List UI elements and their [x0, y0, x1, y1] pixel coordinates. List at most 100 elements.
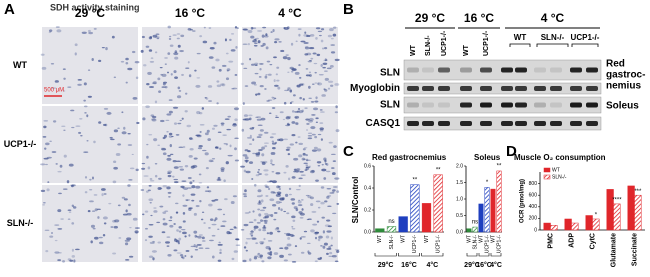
stain-fiber: [117, 143, 122, 146]
blot-band: [515, 86, 527, 91]
stain-fiber: [217, 228, 220, 230]
stain-fiber: [154, 51, 158, 54]
blot-band: [480, 86, 492, 91]
stain-fiber: [283, 210, 287, 213]
stain-fiber: [307, 195, 312, 199]
stain-fiber: [291, 260, 297, 263]
stain-fiber: [131, 153, 134, 156]
stain-fiber: [173, 166, 179, 169]
stain-fiber: [157, 241, 162, 244]
lane-label: UCP1-/-: [571, 33, 600, 42]
lane-bracket: [571, 43, 599, 47]
stain-fiber: [243, 223, 249, 227]
stain-fiber: [202, 40, 208, 44]
bar: [592, 218, 600, 231]
stain-fiber: [327, 225, 332, 228]
stain-fiber: [162, 184, 167, 188]
stain-fiber: [315, 96, 318, 100]
stain-fiber: [149, 241, 155, 245]
stain-fiber: [169, 224, 174, 228]
stain-fiber: [70, 109, 75, 112]
stain-fiber: [175, 211, 179, 214]
stain-fiber: [170, 73, 173, 76]
stain-fiber: [205, 97, 209, 100]
group-label: 29°C: [464, 261, 480, 269]
stain-fiber: [121, 196, 126, 199]
stain-fiber: [292, 219, 296, 222]
stain-fiber: [112, 180, 117, 184]
stain-fiber: [190, 193, 196, 196]
stain-fiber: [214, 146, 219, 149]
stain-fiber: [316, 53, 321, 57]
stain-fiber: [181, 228, 186, 231]
stain-fiber: [152, 257, 155, 261]
stain-fiber: [175, 240, 180, 243]
stain-fiber: [80, 135, 83, 137]
stain-fiber: [317, 257, 322, 260]
stain-fiber: [257, 253, 261, 256]
stain-fiber: [261, 146, 265, 150]
stain-fiber: [283, 138, 288, 141]
stain-fiber: [71, 204, 75, 207]
stain-fiber: [251, 177, 254, 181]
stain-fiber: [175, 202, 179, 205]
x-tick-label: CytC: [589, 233, 596, 249]
stain-fiber: [52, 120, 57, 123]
blot-band: [407, 121, 419, 126]
stain-fiber: [192, 30, 196, 32]
stain-fiber: [166, 71, 170, 74]
stain-fiber: [216, 80, 220, 83]
lane-label: WT: [410, 44, 417, 56]
stain-fiber: [178, 89, 182, 92]
stain-fiber: [180, 256, 184, 259]
stain-fiber: [315, 200, 321, 203]
stain-fiber: [114, 219, 120, 223]
stain-fiber: [306, 122, 310, 126]
stain-fiber: [182, 194, 185, 197]
bar: [472, 226, 478, 233]
x-tick-label: WT: [400, 235, 406, 243]
stain-fiber: [211, 199, 215, 202]
stain-fiber: [275, 73, 278, 76]
stain-fiber: [320, 28, 325, 31]
stain-fiber: [295, 170, 299, 173]
group-label: 4°C: [490, 261, 502, 269]
stain-fiber: [120, 60, 125, 63]
stain-fiber: [166, 157, 172, 161]
y-tick-label: 1.0: [456, 196, 463, 202]
stain-fiber: [286, 115, 290, 118]
stain-fiber: [68, 211, 72, 213]
stain-fiber: [59, 164, 63, 168]
stain-fiber: [179, 49, 184, 53]
stain-fiber: [197, 147, 203, 150]
stain-fiber: [317, 82, 320, 85]
stain-fiber: [196, 134, 202, 138]
stain-fiber: [164, 210, 169, 213]
stain-fiber: [331, 191, 335, 193]
stain-fiber: [266, 60, 271, 63]
stain-fiber: [317, 206, 321, 209]
stain-fiber: [105, 47, 108, 51]
stain-fiber: [277, 193, 281, 195]
stain-fiber: [319, 127, 324, 130]
stain-fiber: [150, 57, 154, 60]
stain-fiber: [270, 162, 273, 165]
blot-band: [501, 102, 513, 108]
stain-fiber: [264, 131, 269, 134]
stain-fiber: [263, 169, 269, 172]
stain-fiber: [162, 218, 166, 221]
stain-fiber: [286, 146, 291, 149]
stain-fiber: [231, 257, 235, 261]
panel-letter: C: [343, 143, 354, 160]
stain-fiber: [334, 260, 339, 263]
stain-fiber: [229, 38, 232, 42]
stain-fiber: [198, 234, 203, 236]
stain-fiber: [267, 73, 272, 76]
stain-fiber: [198, 173, 202, 176]
stain-fiber: [110, 226, 114, 228]
stain-fiber: [253, 84, 257, 86]
stain-fiber: [282, 56, 288, 60]
stain-fiber: [269, 180, 273, 183]
stain-fiber: [167, 174, 172, 178]
lane-label: UCP1-/-: [441, 30, 448, 56]
